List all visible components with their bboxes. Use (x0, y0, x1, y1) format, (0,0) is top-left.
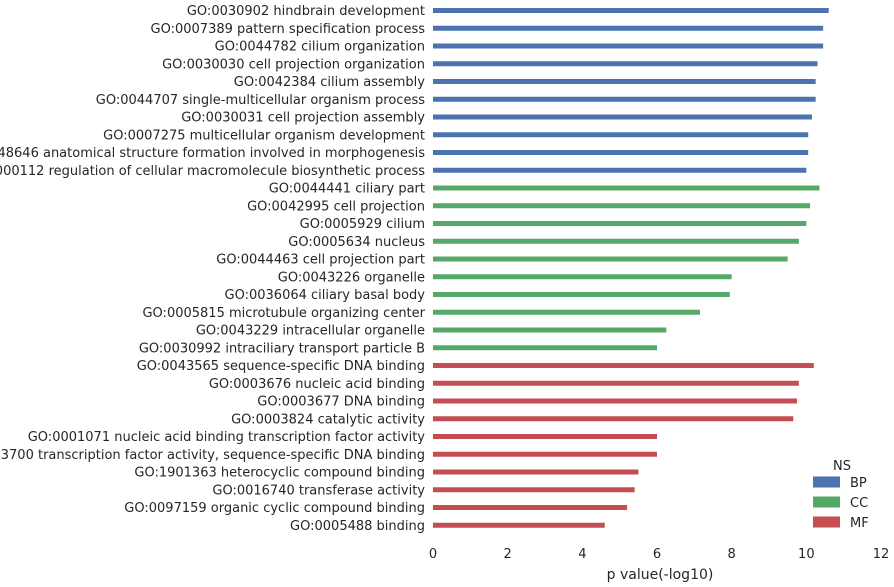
category-label: GO:0005815 microtubule organizing center (142, 306, 425, 321)
bar-bp (433, 8, 829, 13)
legend-entries: BP CC MF (813, 476, 869, 531)
x-tick-label: 0 (429, 547, 437, 562)
category-label: GO:0016740 transferase activity (212, 483, 425, 498)
x-tick-label: 4 (578, 547, 586, 562)
category-label: GO:0003700 transcription factor activity… (0, 448, 425, 463)
bar-mf (433, 363, 814, 368)
category-label: GO:0003676 nucleic acid binding (209, 377, 425, 392)
bar-cc (433, 185, 820, 191)
category-label: GO:0044782 cilium organization (215, 40, 425, 55)
legend: NS BP CC MF (813, 459, 869, 531)
legend-title: NS (833, 459, 851, 474)
category-label: GO:0005488 binding (290, 519, 425, 534)
bar-mf (433, 398, 797, 404)
x-axis-title: p value(-log10) (607, 567, 714, 583)
category-label: GO:0030031 cell projection assembly (181, 111, 425, 126)
category-label: GO:0007275 multicellular organism develo… (103, 128, 425, 143)
legend-swatch-bp (813, 476, 840, 488)
legend-swatch-cc (813, 496, 840, 508)
category-label: GO:0043226 organelle (278, 270, 425, 285)
category-label: GO:0042384 cilium assembly (234, 75, 426, 90)
bar-cc (433, 309, 700, 315)
category-label: GO:0042995 cell projection (247, 199, 425, 214)
category-label: GO:0043229 intracellular organelle (196, 324, 425, 339)
category-label: GO:0036064 ciliary basal body (225, 288, 426, 303)
bars-group (433, 8, 829, 528)
bar-mf (433, 469, 639, 475)
bar-cc (433, 345, 657, 351)
bar-cc (433, 203, 811, 209)
legend-swatch-mf (813, 516, 840, 528)
category-labels: GO:0030902 hindbrain development GO:00073… (0, 4, 426, 534)
bar-bp (433, 79, 816, 84)
bar-mf (433, 380, 799, 386)
category-label: GO:0044441 ciliary part (269, 182, 425, 197)
category-label: GO:0005634 nucleus (288, 235, 425, 250)
bar-bp (433, 132, 809, 138)
x-tick-label: 10 (798, 547, 815, 562)
bar-mf (433, 451, 657, 457)
bar-mf (433, 522, 605, 528)
bar-cc (433, 292, 730, 297)
category-label: GO:0030030 cell projection organization (162, 57, 425, 72)
bar-mf (433, 487, 635, 493)
bar-cc (433, 327, 667, 333)
category-label: GO:0044463 cell projection part (216, 253, 425, 268)
bar-mf (433, 434, 657, 439)
bar-cc (433, 274, 732, 280)
category-label: GO:2000112 regulation of cellular macrom… (0, 164, 425, 179)
bar-bp (433, 167, 807, 173)
category-label: GO:1901363 heterocyclic compound binding (134, 466, 425, 481)
bar-bp (433, 96, 816, 102)
bar-cc (433, 238, 799, 244)
category-label: GO:0030902 hindbrain development (187, 4, 425, 19)
legend-label-cc: CC (850, 496, 868, 511)
bar-mf (433, 416, 794, 422)
bar-bp (433, 25, 824, 31)
category-label: GO:0097159 organic cyclic compound bindi… (124, 501, 425, 516)
category-label: GO:0005929 cilium (300, 217, 425, 232)
x-axis-ticks: 0 2 4 6 8 10 12 (429, 547, 889, 562)
bar-bp (433, 114, 812, 120)
category-label: GO:0030992 intraciliary transport partic… (139, 341, 425, 356)
bar-bp (433, 150, 809, 155)
category-label: GO:0043565 sequence-specific DNA binding (137, 359, 425, 374)
bar-cc (433, 256, 788, 262)
category-label: GO:0044707 single-multicellular organism… (96, 93, 425, 108)
category-label: GO:0007389 pattern specification process (151, 22, 426, 37)
x-tick-label: 2 (504, 547, 512, 562)
x-tick-label: 8 (728, 547, 736, 562)
category-label: GO:0003677 DNA binding (257, 395, 425, 410)
bar-mf (433, 505, 628, 510)
x-tick-label: 12 (873, 547, 890, 562)
category-label: GO:0001071 nucleic acid binding transcri… (28, 430, 426, 445)
x-tick-label: 6 (653, 547, 661, 562)
legend-label-mf: MF (850, 516, 869, 531)
legend-label-bp: BP (850, 476, 867, 491)
bar-cc (433, 221, 807, 226)
bar-bp (433, 43, 824, 49)
category-label: GO:0003824 catalytic activity (231, 412, 425, 427)
bar-bp (433, 61, 818, 67)
category-label: GO:0048646 anatomical structure formatio… (0, 146, 425, 161)
